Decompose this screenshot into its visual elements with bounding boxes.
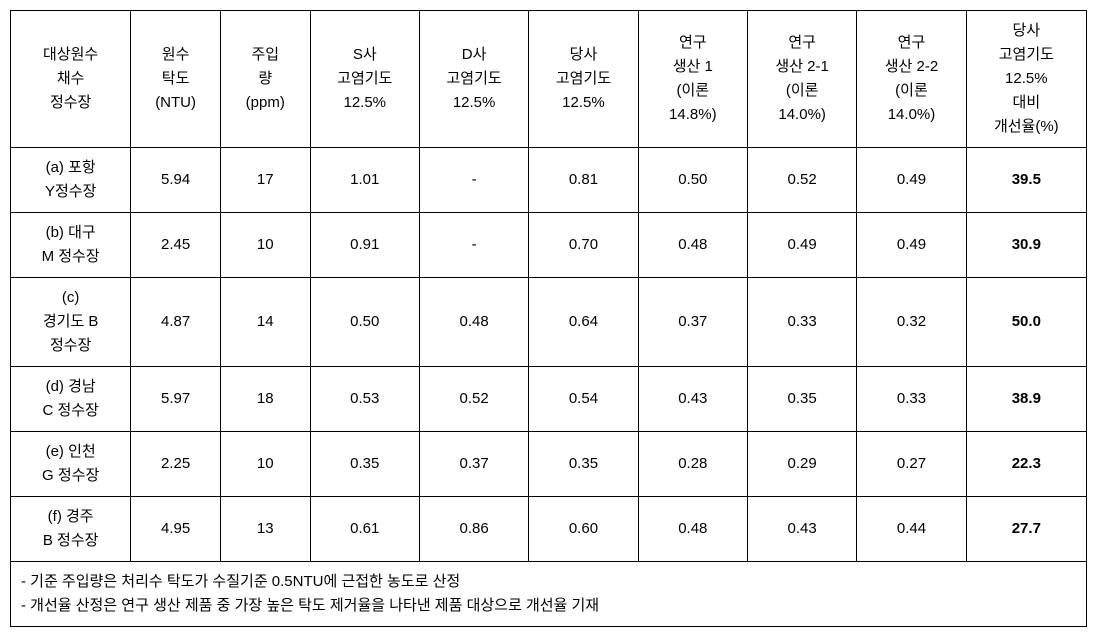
cell-ppm: 14 (220, 278, 310, 367)
cell-r21: 0.49 (747, 213, 856, 278)
cell-ours: 0.64 (529, 278, 638, 367)
cell-ntu: 5.97 (131, 367, 221, 432)
cell-ppm: 10 (220, 432, 310, 497)
cell-improve: 27.7 (966, 497, 1086, 562)
table-row: (f) 경주B 정수장 4.95 13 0.61 0.86 0.60 0.48 … (11, 497, 1087, 562)
table-row: (a) 포항Y정수장 5.94 17 1.01 - 0.81 0.50 0.52… (11, 148, 1087, 213)
cell-improve: 39.5 (966, 148, 1086, 213)
cell-improve: 50.0 (966, 278, 1086, 367)
cell-r1: 0.43 (638, 367, 747, 432)
cell-ntu: 2.25 (131, 432, 221, 497)
col-header-improve: 당사고염기도12.5%대비개선율(%) (966, 11, 1086, 148)
cell-plant: (d) 경남C 정수장 (11, 367, 131, 432)
cell-d: 0.52 (419, 367, 528, 432)
col-header-d: D사고염기도12.5% (419, 11, 528, 148)
cell-s: 0.61 (310, 497, 419, 562)
cell-ntu: 4.95 (131, 497, 221, 562)
table-header-row: 대상원수채수정수장 원수탁도(NTU) 주입량(ppm) S사고염기도12.5%… (11, 11, 1087, 148)
cell-ntu: 5.94 (131, 148, 221, 213)
col-header-r21: 연구생산 2-1(이론14.0%) (747, 11, 856, 148)
cell-r22: 0.44 (857, 497, 966, 562)
cell-r1: 0.37 (638, 278, 747, 367)
cell-plant: (b) 대구M 정수장 (11, 213, 131, 278)
cell-r22: 0.49 (857, 213, 966, 278)
table-row: (d) 경남C 정수장 5.97 18 0.53 0.52 0.54 0.43 … (11, 367, 1087, 432)
cell-r1: 0.48 (638, 213, 747, 278)
cell-improve: 38.9 (966, 367, 1086, 432)
cell-d: - (419, 213, 528, 278)
data-table: 대상원수채수정수장 원수탁도(NTU) 주입량(ppm) S사고염기도12.5%… (10, 10, 1087, 627)
cell-ppm: 18 (220, 367, 310, 432)
col-header-r22: 연구생산 2-2(이론14.0%) (857, 11, 966, 148)
cell-r1: 0.48 (638, 497, 747, 562)
cell-ppm: 10 (220, 213, 310, 278)
cell-r22: 0.32 (857, 278, 966, 367)
table-row: (c)경기도 B정수장 4.87 14 0.50 0.48 0.64 0.37 … (11, 278, 1087, 367)
cell-d: 0.48 (419, 278, 528, 367)
cell-ntu: 4.87 (131, 278, 221, 367)
cell-improve: 22.3 (966, 432, 1086, 497)
cell-r22: 0.33 (857, 367, 966, 432)
cell-r1: 0.50 (638, 148, 747, 213)
table-row: (e) 인천G 정수장 2.25 10 0.35 0.37 0.35 0.28 … (11, 432, 1087, 497)
cell-r22: 0.27 (857, 432, 966, 497)
cell-r22: 0.49 (857, 148, 966, 213)
table-body: (a) 포항Y정수장 5.94 17 1.01 - 0.81 0.50 0.52… (11, 148, 1087, 627)
cell-ours: 0.60 (529, 497, 638, 562)
cell-s: 0.53 (310, 367, 419, 432)
cell-ntu: 2.45 (131, 213, 221, 278)
cell-ours: 0.35 (529, 432, 638, 497)
cell-s: 0.91 (310, 213, 419, 278)
cell-s: 0.35 (310, 432, 419, 497)
col-header-ours: 당사고염기도12.5% (529, 11, 638, 148)
cell-s: 0.50 (310, 278, 419, 367)
table-row: (b) 대구M 정수장 2.45 10 0.91 - 0.70 0.48 0.4… (11, 213, 1087, 278)
cell-ours: 0.70 (529, 213, 638, 278)
cell-plant: (f) 경주B 정수장 (11, 497, 131, 562)
col-header-plant: 대상원수채수정수장 (11, 11, 131, 148)
cell-r1: 0.28 (638, 432, 747, 497)
cell-r21: 0.52 (747, 148, 856, 213)
footer-note: - 기준 주입량은 처리수 탁도가 수질기준 0.5NTU에 근접한 농도로 산… (11, 562, 1087, 627)
col-header-ntu: 원수탁도(NTU) (131, 11, 221, 148)
cell-improve: 30.9 (966, 213, 1086, 278)
col-header-ppm: 주입량(ppm) (220, 11, 310, 148)
cell-plant: (c)경기도 B정수장 (11, 278, 131, 367)
cell-ppm: 17 (220, 148, 310, 213)
cell-r21: 0.29 (747, 432, 856, 497)
cell-r21: 0.43 (747, 497, 856, 562)
cell-r21: 0.33 (747, 278, 856, 367)
cell-ppm: 13 (220, 497, 310, 562)
col-header-r1: 연구생산 1(이론14.8%) (638, 11, 747, 148)
cell-s: 1.01 (310, 148, 419, 213)
cell-ours: 0.81 (529, 148, 638, 213)
cell-ours: 0.54 (529, 367, 638, 432)
cell-d: 0.37 (419, 432, 528, 497)
cell-d: 0.86 (419, 497, 528, 562)
cell-plant: (a) 포항Y정수장 (11, 148, 131, 213)
table-footer-row: - 기준 주입량은 처리수 탁도가 수질기준 0.5NTU에 근접한 농도로 산… (11, 562, 1087, 627)
cell-d: - (419, 148, 528, 213)
cell-plant: (e) 인천G 정수장 (11, 432, 131, 497)
col-header-s: S사고염기도12.5% (310, 11, 419, 148)
cell-r21: 0.35 (747, 367, 856, 432)
